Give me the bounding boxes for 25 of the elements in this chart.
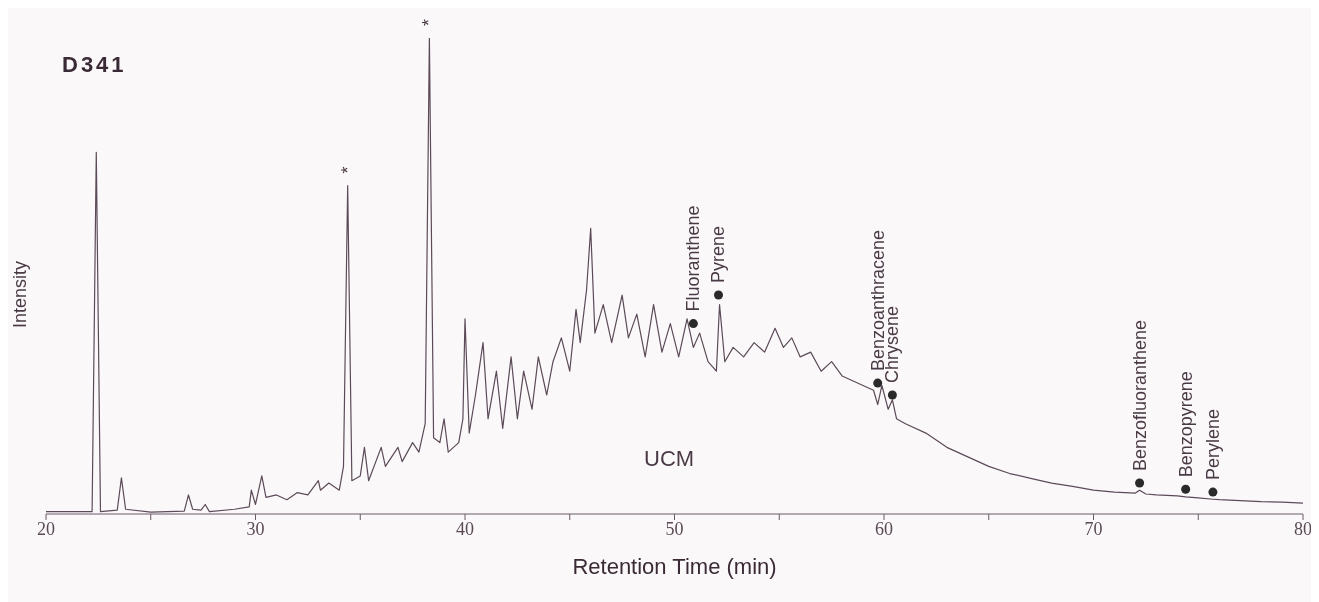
point [1135,478,1145,488]
x-tick-label: 30 [246,518,265,539]
x-tick-label: 50 [665,518,684,539]
annotation: * [419,18,440,26]
annotation: Benzofluoranthene [1129,319,1150,472]
point [873,378,883,388]
point [887,390,897,400]
annotation: * [337,166,358,174]
text: D341 [62,52,127,78]
point [713,290,724,300]
annotation: Perylene [1202,409,1223,481]
annotation: Pyrene [708,225,729,284]
annotation: Fluoranthene [683,205,704,312]
x-tick-label: 80 [1294,518,1312,539]
x-tick-label: 70 [1084,518,1103,539]
point [688,319,698,329]
x-tick-label: 40 [456,518,474,539]
x-tick-label: 60 [875,518,893,539]
annotation: UCM [644,446,695,472]
point [1208,487,1218,497]
y-axis-title: Intensity [10,260,31,328]
annotation: Benzopyrene [1175,371,1196,478]
x-axis-title: Retention Time (min) [572,554,777,579]
x-tick-label: 20 [37,518,55,539]
point [1181,484,1191,494]
